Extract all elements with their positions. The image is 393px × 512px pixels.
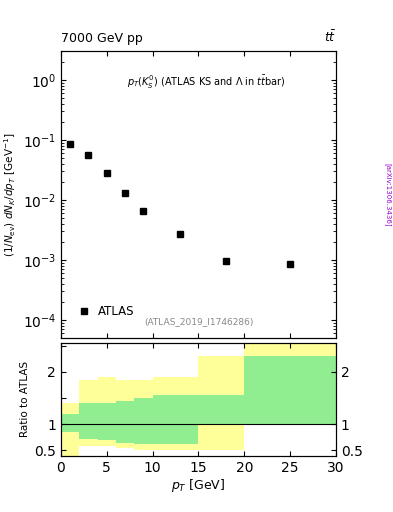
Y-axis label: Ratio to ATLAS: Ratio to ATLAS [20,361,30,437]
X-axis label: $p_{T}\ [\mathrm{GeV}]$: $p_{T}\ [\mathrm{GeV}]$ [171,477,226,494]
Text: ATLAS: ATLAS [97,305,134,317]
Text: [arXiv:1306.3436]: [arXiv:1306.3436] [384,163,391,226]
Text: $t\bar{t}$: $t\bar{t}$ [324,30,336,45]
Text: (ATLAS_2019_I1746286): (ATLAS_2019_I1746286) [144,317,253,327]
Y-axis label: $(1/N_{\mathrm{ev}})\ dN_{K}/dp_{T}\ [\mathrm{GeV}^{-1}]$: $(1/N_{\mathrm{ev}})\ dN_{K}/dp_{T}\ [\m… [3,132,18,257]
Text: 7000 GeV pp: 7000 GeV pp [61,32,143,45]
Text: $p_{T}(K^{0}_{S})$ (ATLAS KS and $\Lambda$ in $t\bar{t}$bar): $p_{T}(K^{0}_{S})$ (ATLAS KS and $\Lambd… [127,74,286,91]
